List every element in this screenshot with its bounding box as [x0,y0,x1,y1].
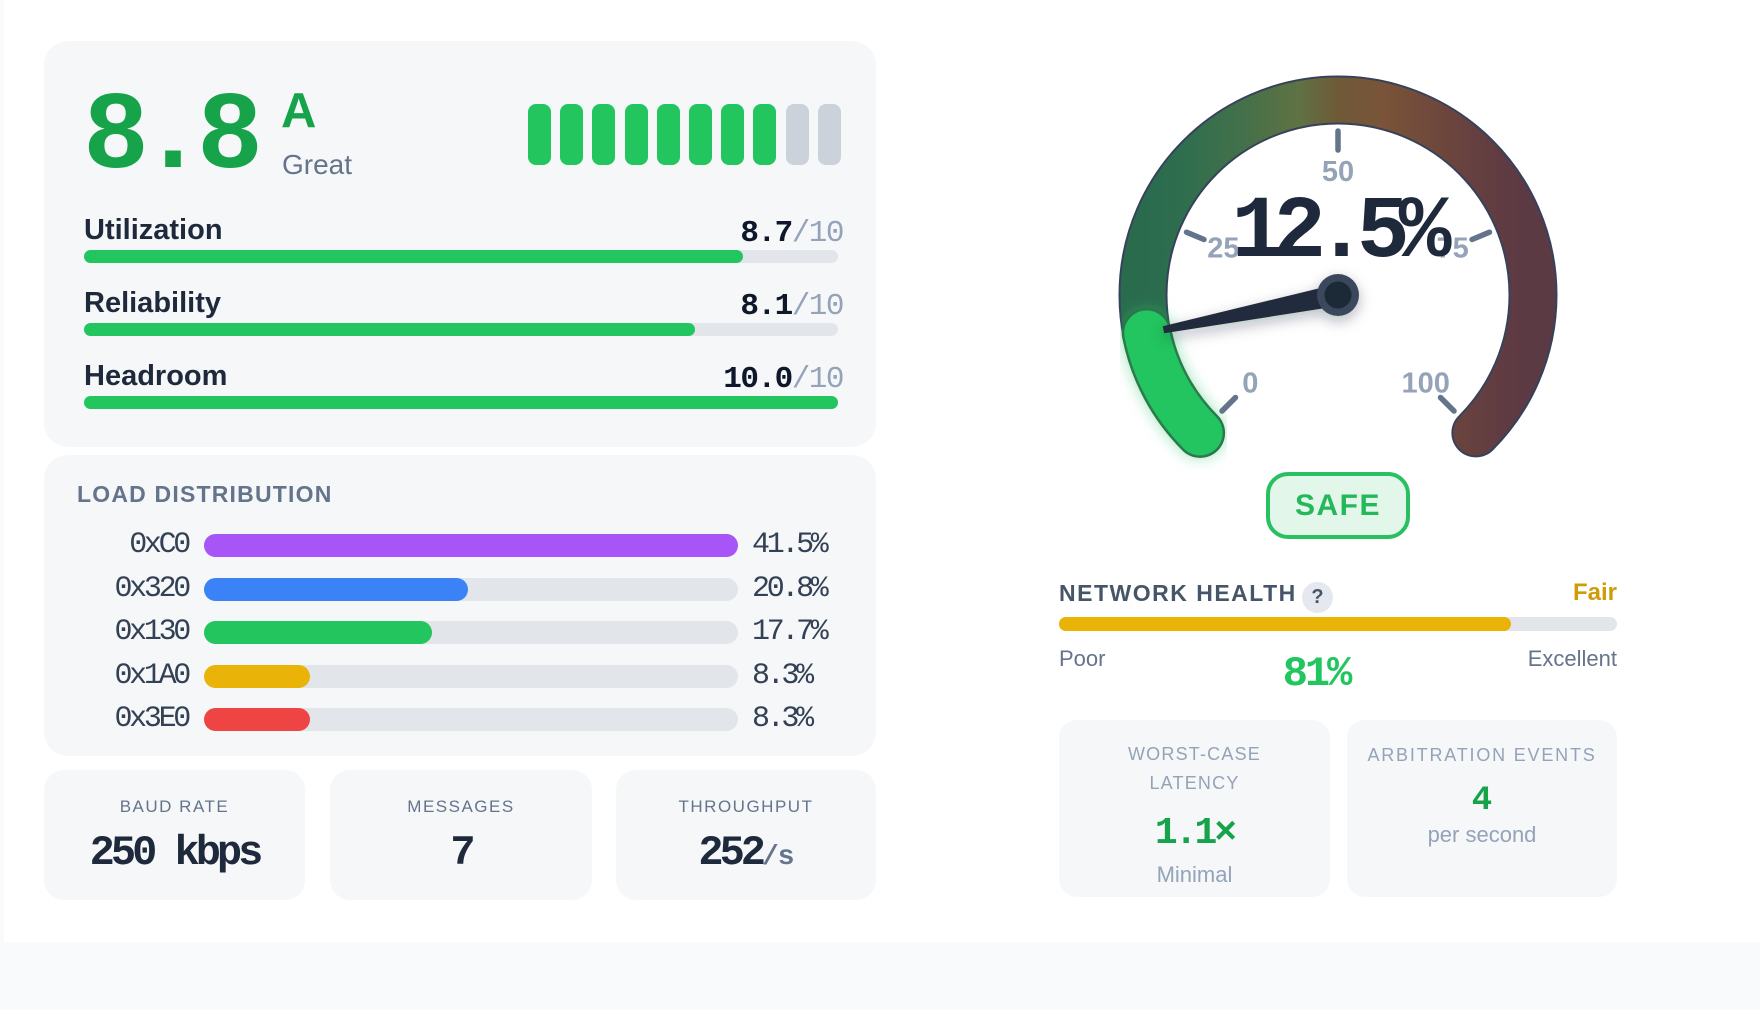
svg-text:50: 50 [1322,156,1354,188]
svg-text:0: 0 [1242,368,1258,400]
svg-text:25: 25 [1207,233,1239,265]
svg-text:75: 75 [1436,233,1468,265]
svg-text:100: 100 [1402,368,1450,400]
